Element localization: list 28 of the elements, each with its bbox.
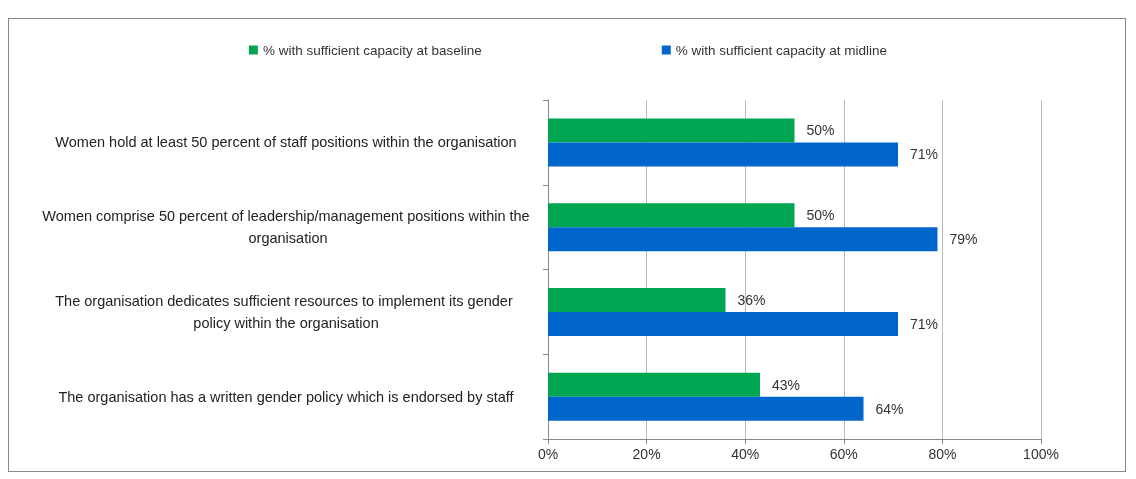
- legend-label: % with sufficient capacity at baseline: [262, 42, 482, 58]
- data-label: 36%: [737, 291, 766, 308]
- data-label: 71%: [910, 146, 939, 163]
- x-tick-label: 80%: [928, 446, 957, 462]
- bar: [548, 287, 726, 312]
- bar: [548, 227, 938, 252]
- y-tick-label: Women comprise 50 percent of leadership/management positions within the organisation: [42, 208, 530, 247]
- bar: [548, 203, 795, 228]
- bar: [548, 311, 899, 336]
- x-tick-label: 40%: [731, 446, 760, 462]
- y-tick-label: The organisation has a written gender policy which is endorsed by staff: [58, 388, 515, 405]
- data-label: 50%: [806, 207, 835, 224]
- y-tick-label: Women hold at least 50 percent of staff positions within the organisation: [55, 134, 517, 151]
- legend-label: % with sufficient capacity at midline: [675, 42, 888, 58]
- bar: [548, 142, 899, 167]
- data-label: 43%: [771, 376, 801, 393]
- x-tick-label: 0%: [537, 446, 559, 462]
- bar: [548, 372, 760, 397]
- x-tick-label: 100%: [1023, 446, 1059, 462]
- bar: [548, 396, 864, 421]
- data-label: 50%: [806, 122, 835, 139]
- bar: [548, 118, 795, 143]
- y-tick-label: The organisation dedicates sufficient resources to implement its gender policy within the organisation: [55, 292, 517, 331]
- x-tick-label: 20%: [632, 446, 661, 462]
- data-label: 79%: [949, 231, 978, 248]
- x-tick-label: 60%: [829, 446, 858, 462]
- data-label: 64%: [875, 400, 904, 417]
- data-label: 71%: [910, 315, 939, 332]
